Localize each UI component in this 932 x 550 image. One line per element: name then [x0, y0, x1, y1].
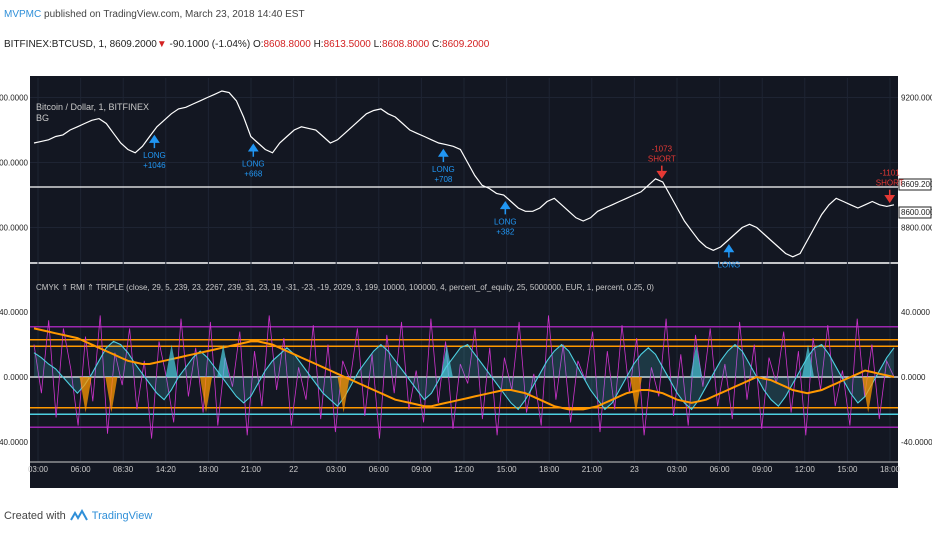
- x-tick-label: 22: [289, 465, 298, 474]
- x-tick-label: 08:30: [113, 465, 134, 474]
- price-y-tick-label: 9200.0000: [0, 94, 29, 103]
- osc-right-tick-label: 0.0000: [901, 373, 926, 382]
- long-arrow-icon: [437, 148, 449, 163]
- long-signal-label: LONG: [432, 165, 455, 174]
- x-tick-label: 09:00: [411, 465, 432, 474]
- x-tick-label: 21:00: [582, 465, 603, 474]
- low-value: 8608.8000: [381, 39, 430, 50]
- long-signal-value: +382: [496, 227, 515, 236]
- last-price-tag: [898, 178, 932, 191]
- osc-right-tick-label: -40.0000: [901, 438, 932, 447]
- long-arrow-icon: [723, 244, 735, 258]
- x-tick-label: 23: [630, 465, 639, 474]
- short-arrow-icon: [884, 189, 896, 204]
- long-trigger-marker: [165, 344, 178, 377]
- x-tick-label: 21:00: [241, 465, 262, 474]
- short-trigger-marker: [105, 377, 118, 413]
- x-tick-label: 09:00: [752, 465, 773, 474]
- chart-area[interactable]: 9200.0000 9000.0000 8800.0000 9200.0000 8800…: [0, 74, 932, 490]
- high-value: 8613.5000: [323, 39, 371, 50]
- footer: Created with TradingView: [4, 509, 152, 523]
- long-trigger-marker: [440, 344, 453, 377]
- publisher-line: MVPMC published on TradingView.com, Marc…: [4, 9, 305, 20]
- high-label: H:: [313, 39, 324, 50]
- x-tick-label: 15:00: [837, 465, 858, 474]
- rmi-fast-line: [33, 315, 895, 439]
- x-tick-label: 06:00: [710, 465, 731, 474]
- long-signal-label: LONG: [718, 261, 741, 270]
- x-tick-label: 06:00: [71, 465, 92, 474]
- tradingview-logo-icon: [69, 509, 88, 521]
- x-tick-label: 18:00: [539, 465, 560, 474]
- x-tick-label: 03:00: [326, 465, 347, 474]
- price-y-tick-label: 8800.0000: [0, 224, 29, 233]
- oscillator-pane[interactable]: 40.0000 0.0000 -40.0000 40.0000 0.0000 -40.00…: [0, 308, 932, 447]
- oscillator-series-label: CMYK ⇑ RMI ⇑ TRIPLE (close, 29, 5, 239, …: [36, 283, 654, 292]
- short-arrow-icon: [656, 165, 668, 179]
- symbol-change: -90.1000 (-1.04%): [169, 39, 251, 50]
- osc-y-tick-label: 0.0000: [4, 373, 29, 382]
- tradingview-brand[interactable]: TradingView: [91, 510, 153, 522]
- short-trigger-marker: [79, 377, 92, 413]
- price-series-label: Bitcoin / Dollar, 1, BITFINEX: [36, 102, 149, 112]
- long-signal-value: +668: [244, 170, 263, 179]
- rmi-slow-line: [33, 327, 895, 411]
- short-trigger-marker: [200, 377, 212, 413]
- published-text: published on TradingView.com, March 23, …: [44, 9, 305, 20]
- last-price-label: 8609.2000: [901, 180, 932, 189]
- short-trigger-marker: [630, 377, 642, 413]
- open-label: O:: [252, 39, 264, 50]
- x-tick-label: 06:00: [369, 465, 390, 474]
- long-trigger-marker: [690, 344, 703, 377]
- symbol-price: 8609.2000: [109, 39, 157, 50]
- price-right-tick-label: 8800.0000: [901, 224, 932, 233]
- short-trigger-marker: [337, 377, 350, 413]
- x-tick-label: 03:00: [667, 465, 688, 474]
- long-trigger-marker: [217, 344, 230, 377]
- x-tick-label: 03:00: [28, 465, 49, 474]
- x-tick-label: 18:00: [198, 465, 219, 474]
- long-arrow-icon: [247, 143, 259, 157]
- ref-level-label: 8600.0000: [901, 208, 932, 217]
- long-signal-label: LONG: [494, 217, 517, 226]
- close-value: 8609.2000: [442, 39, 490, 50]
- x-tick-label: 14:20: [156, 465, 177, 474]
- close-label: C:: [432, 39, 443, 50]
- long-trigger-marker: [802, 344, 814, 377]
- down-arrow-icon: ▼: [156, 39, 167, 50]
- open-value: 8608.8000: [263, 39, 311, 50]
- rmi-mid-line: [33, 340, 895, 411]
- ref-level-tag: [898, 206, 932, 219]
- price-series-sublabel: BG: [36, 113, 49, 123]
- price-right-tick-label: 9200.0000: [901, 94, 932, 103]
- x-tick-label: 18:00: [880, 465, 901, 474]
- osc-y-tick-label: -40.0000: [0, 438, 29, 447]
- long-arrow-icon: [499, 201, 511, 215]
- long-signal-label: LONG: [242, 160, 265, 169]
- short-signal-value: -1101: [880, 169, 900, 178]
- short-trigger-marker: [862, 377, 875, 413]
- short-signal-value: -1073: [652, 145, 673, 154]
- x-tick-label: 12:00: [454, 465, 475, 474]
- x-tick-label: 15:00: [497, 465, 518, 474]
- short-signal-label: SHORT: [648, 155, 676, 164]
- time-axis: 03:00 06:00 08:30 14:20 18:00 21:00 22 03:00 06:…: [28, 461, 901, 474]
- price-pane[interactable]: 9200.0000 9000.0000 8800.0000 9200.0000 8800…: [0, 78, 932, 462]
- osc-right-tick-label: 40.0000: [901, 308, 930, 317]
- created-with-text: Created with: [4, 510, 66, 522]
- symbol-info-line: BITFINEX:BTCUSD, 1, 8609.2000▼ -90.1000 …: [4, 39, 490, 50]
- long-arrow-icon: [148, 134, 160, 149]
- short-signal-label: SHORT: [876, 179, 904, 188]
- long-signal-value: +708: [434, 175, 453, 184]
- low-label: L:: [373, 39, 382, 50]
- author-link[interactable]: MVPMC: [4, 9, 42, 20]
- symbol-name: BITFINEX:BTCUSD, 1: [4, 39, 105, 50]
- rmi-mid-fill: [34, 341, 894, 410]
- price-y-tick-label: 9000.0000: [0, 159, 29, 168]
- long-signal-value: +1046: [143, 161, 166, 170]
- long-signal-label: LONG: [143, 151, 166, 160]
- osc-y-tick-label: 40.0000: [0, 308, 29, 317]
- x-tick-label: 12:00: [795, 465, 816, 474]
- price-series-line: [33, 90, 895, 258]
